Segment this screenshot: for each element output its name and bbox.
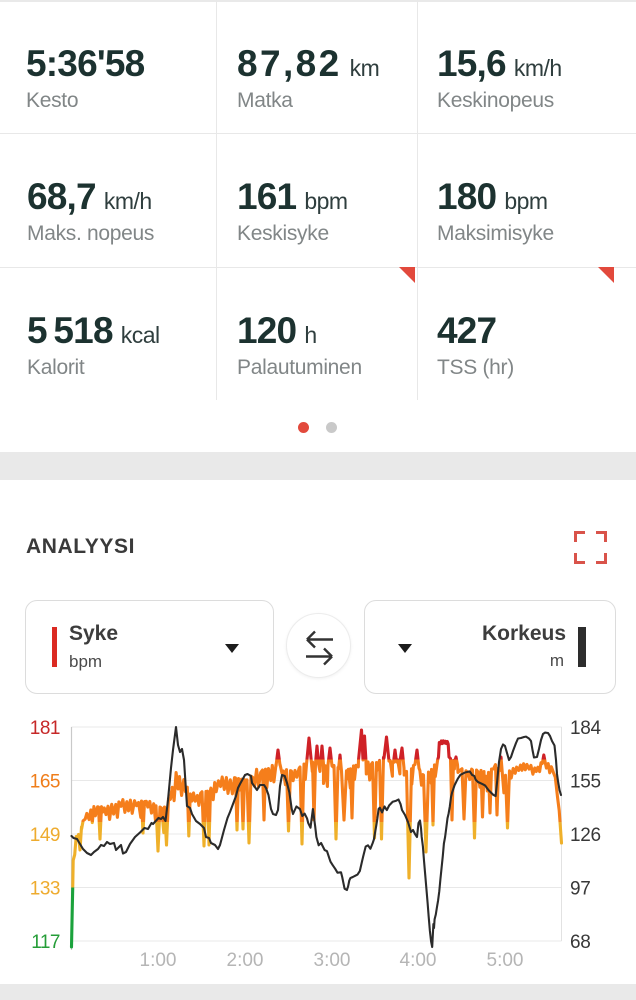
svg-text:1:00: 1:00 xyxy=(140,950,177,971)
svg-text:2:00: 2:00 xyxy=(227,950,264,971)
svg-text:97: 97 xyxy=(570,879,591,900)
svg-text:126: 126 xyxy=(570,825,601,846)
svg-text:149: 149 xyxy=(30,825,60,846)
svg-text:155: 155 xyxy=(570,772,601,793)
svg-text:4:00: 4:00 xyxy=(400,950,437,971)
svg-text:5:00: 5:00 xyxy=(487,950,524,971)
svg-text:184: 184 xyxy=(570,718,602,739)
svg-text:181: 181 xyxy=(30,718,60,739)
svg-text:3:00: 3:00 xyxy=(314,950,351,971)
svg-text:117: 117 xyxy=(31,932,60,953)
svg-text:68: 68 xyxy=(570,932,591,953)
svg-text:133: 133 xyxy=(30,879,60,900)
svg-text:165: 165 xyxy=(30,772,60,793)
